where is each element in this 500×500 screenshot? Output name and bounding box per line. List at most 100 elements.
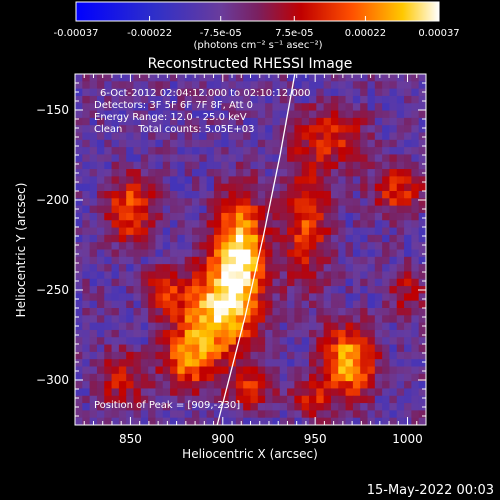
- heatmap-cell: [162, 366, 171, 375]
- heatmap-cell: [184, 381, 193, 390]
- heatmap-cell: [177, 74, 186, 82]
- heatmap-cell: [126, 88, 135, 97]
- heatmap-cell: [404, 271, 412, 280]
- heatmap-cell: [75, 88, 83, 97]
- heatmap-cell: [338, 351, 347, 360]
- heatmap-cell: [382, 249, 391, 258]
- heatmap-cell: [133, 183, 142, 192]
- heatmap-cell: [287, 300, 295, 309]
- heatmap-cell: [294, 234, 303, 243]
- heatmap-cell: [389, 161, 398, 170]
- heatmap-cell: [75, 410, 83, 419]
- heatmap-cell: [287, 388, 295, 397]
- heatmap-cell: [404, 249, 412, 258]
- heatmap-cell: [126, 205, 135, 214]
- heatmap-cell: [389, 344, 398, 353]
- heatmap-cell: [367, 366, 376, 375]
- heatmap-cell: [272, 410, 281, 419]
- heatmap-cell: [250, 344, 259, 353]
- heatmap-cell: [199, 286, 208, 294]
- heatmap-cell: [250, 227, 259, 236]
- heatmap-cell: [243, 344, 252, 353]
- heatmap-cell: [382, 169, 391, 177]
- heatmap-cell: [265, 395, 274, 404]
- heatmap-cell: [294, 110, 303, 119]
- heatmap-cell: [374, 264, 383, 273]
- heatmap-cell: [155, 395, 164, 404]
- heatmap-cell: [382, 183, 391, 192]
- heatmap-cell: [221, 227, 230, 236]
- heatmap-cell: [104, 81, 113, 90]
- heatmap-cell: [352, 191, 361, 199]
- heatmap-cell: [330, 88, 339, 97]
- heatmap-cell: [418, 256, 426, 265]
- heatmap-cell: [250, 388, 259, 397]
- heatmap-cell: [243, 395, 252, 404]
- heatmap-cell: [411, 125, 420, 134]
- heatmap-cell: [235, 315, 244, 324]
- heatmap-cell: [184, 95, 193, 104]
- heatmap-cell: [162, 300, 171, 309]
- heatmap-cell: [330, 286, 339, 294]
- heatmap-cell: [330, 410, 339, 419]
- heatmap-cell: [89, 95, 98, 104]
- heatmap-cell: [192, 117, 200, 126]
- heatmap-cell: [279, 198, 288, 207]
- heatmap-cell: [360, 81, 369, 90]
- heatmap-cell: [213, 264, 222, 273]
- heatmap-cell: [177, 249, 186, 258]
- heatmap-cell: [301, 300, 310, 309]
- heatmap-cell: [206, 322, 215, 331]
- heatmap-cell: [82, 410, 91, 419]
- heatmap-cell: [170, 103, 178, 112]
- heatmap-cell: [345, 373, 354, 382]
- heatmap-cell: [382, 308, 391, 316]
- heatmap-cell: [199, 132, 208, 141]
- heatmap-cell: [140, 147, 149, 156]
- heatmap-cell: [126, 147, 135, 156]
- heatmap-cell: [396, 322, 405, 331]
- heatmap-cell: [287, 373, 295, 382]
- heatmap-cell: [301, 271, 310, 280]
- heatmap-cell: [75, 110, 83, 119]
- heatmap-cell: [133, 359, 142, 368]
- heatmap-cell: [396, 300, 405, 309]
- heatmap-cell: [206, 161, 215, 170]
- heatmap-cell: [126, 110, 135, 119]
- heatmap-cell: [382, 125, 391, 134]
- heatmap-cell: [374, 81, 383, 90]
- heatmap-cell: [382, 205, 391, 214]
- heatmap-cell: [257, 117, 266, 126]
- heatmap-cell: [323, 161, 332, 170]
- colorbar-tick-label: 0.00022: [345, 28, 386, 39]
- heatmap-cell: [221, 191, 230, 199]
- heatmap-cell: [104, 169, 113, 177]
- heatmap-cell: [126, 154, 135, 163]
- heatmap-cell: [192, 278, 200, 287]
- heatmap-cell: [389, 132, 398, 141]
- heatmap-cell: [133, 191, 142, 199]
- heatmap-cell: [272, 286, 281, 294]
- heatmap-cell: [272, 337, 281, 346]
- heatmap-cell: [235, 176, 244, 185]
- heatmap-cell: [228, 278, 237, 287]
- heatmap-cell: [170, 403, 178, 411]
- heatmap-cell: [316, 410, 325, 419]
- heatmap-cell: [228, 227, 237, 236]
- heatmap-cell: [272, 103, 281, 112]
- heatmap-cell: [316, 227, 325, 236]
- heatmap-cell: [360, 147, 369, 156]
- heatmap-cell: [265, 212, 274, 221]
- heatmap-cell: [323, 205, 332, 214]
- heatmap-cell: [396, 286, 405, 294]
- heatmap-cell: [404, 95, 412, 104]
- heatmap-cell: [206, 351, 215, 360]
- heatmap-cell: [82, 95, 91, 104]
- heatmap-cell: [382, 117, 391, 126]
- heatmap-cell: [360, 212, 369, 221]
- heatmap-cell: [287, 125, 295, 134]
- heatmap-cell: [228, 147, 237, 156]
- heatmap-cell: [294, 381, 303, 390]
- heatmap-cell: [184, 322, 193, 331]
- heatmap-cell: [177, 359, 186, 368]
